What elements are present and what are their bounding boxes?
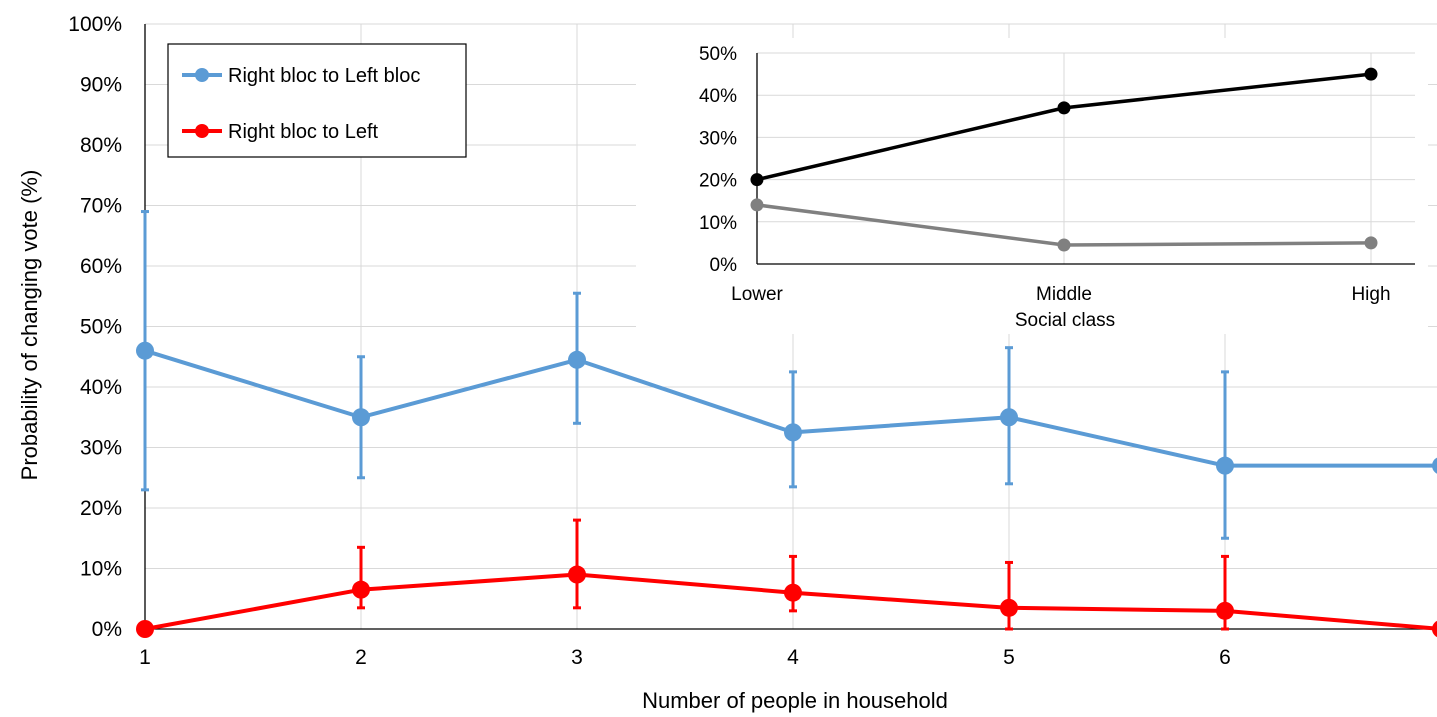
- inset-gridlines: [757, 52, 1415, 264]
- main-x-tick-label: 2: [355, 646, 367, 669]
- data-point: [568, 350, 586, 369]
- inset-x-tick-label: Middle: [1036, 284, 1092, 305]
- x-axis-title: Number of people in household: [642, 688, 948, 713]
- inset-x-tick-labels: Lower Middle High: [731, 284, 1390, 305]
- main-x-tick-label: 5: [1003, 646, 1015, 669]
- inset-y-tick-label: 40%: [699, 86, 737, 107]
- main-x-tick-label: 4: [787, 646, 799, 669]
- legend-item-2: Right bloc to Left: [182, 121, 379, 143]
- inset-x-tick-label: High: [1351, 284, 1390, 305]
- legend-swatch-marker-2: [195, 124, 209, 138]
- data-point: [568, 565, 586, 584]
- inset-data-point: [1364, 236, 1378, 250]
- series-line: [144, 572, 1437, 631]
- data-point: [784, 423, 802, 442]
- data-point: [1000, 598, 1018, 617]
- inset-y-tick-labels: 0% 10% 20% 30% 40% 50%: [699, 44, 737, 276]
- y-axis-title: Probability of changing vote (%): [17, 170, 42, 481]
- series-line: [144, 348, 1437, 468]
- inset-background: [636, 38, 1428, 334]
- inset-y-tick-label: 30%: [699, 128, 737, 149]
- legend-box: [167, 43, 467, 158]
- main-y-tick-label: 0%: [92, 618, 122, 641]
- main-y-tick-labels: 0% 10% 20% 30% 40% 50% 60% 70% 80% 90% 100%: [68, 13, 122, 641]
- inset-data-point: [750, 198, 764, 212]
- series-1: [136, 210, 1437, 540]
- main-y-tick-label: 50%: [80, 316, 122, 339]
- data-point: [1432, 620, 1437, 638]
- series-2: [136, 518, 1437, 638]
- data-point: [1432, 457, 1437, 474]
- main-series-layer: [136, 210, 1437, 638]
- inset-y-tick-label: 10%: [699, 213, 737, 234]
- inset-chart: 0% 10% 20% 30% 40% 50% Lower Middle High Social…: [636, 38, 1428, 334]
- main-y-tick-label: 60%: [80, 255, 122, 278]
- main-x-tick-label: 1: [139, 646, 151, 669]
- inset-series-1: [750, 67, 1378, 187]
- main-x-tick-label: 3: [571, 646, 583, 669]
- data-point: [136, 620, 154, 638]
- inset-data-point: [1057, 101, 1071, 115]
- main-y-tick-label: 70%: [80, 195, 122, 218]
- legend-swatch-marker-1: [195, 68, 209, 82]
- main-y-tick-label: 40%: [80, 376, 122, 399]
- inset-axes: [756, 53, 1415, 265]
- main-y-tick-label: 10%: [80, 558, 122, 581]
- inset-y-tick-label: 50%: [699, 44, 737, 65]
- data-point: [1216, 456, 1234, 475]
- data-point: [1216, 601, 1234, 620]
- inset-data-point: [750, 173, 764, 187]
- inset-series-2: [750, 198, 1378, 252]
- inset-x-axis-title: Social class: [1015, 310, 1115, 331]
- legend-label-1: Right bloc to Left bloc: [228, 65, 420, 87]
- main-y-tick-label: 30%: [80, 437, 122, 460]
- data-point: [136, 341, 154, 360]
- main-y-tick-label: 80%: [80, 134, 122, 157]
- data-point: [784, 583, 802, 602]
- data-point: [352, 408, 370, 427]
- inset-y-tick-label: 0%: [710, 255, 738, 276]
- main-x-tick-labels: 1 2 3 4 5 6: [139, 646, 1231, 669]
- main-x-tick-label: 6: [1219, 646, 1231, 669]
- legend-item-1: Right bloc to Left bloc: [182, 65, 420, 87]
- main-y-tick-label: 90%: [80, 74, 122, 97]
- data-point: [352, 580, 370, 599]
- legend-label-2: Right bloc to Left: [228, 121, 379, 143]
- inset-data-point: [1364, 67, 1378, 81]
- inset-series-layer: [750, 67, 1378, 252]
- inset-x-tick-label: Lower: [731, 284, 783, 305]
- inset-data-point: [1057, 238, 1071, 252]
- main-y-tick-label: 20%: [80, 497, 122, 520]
- inset-y-tick-label: 20%: [699, 171, 737, 192]
- main-y-tick-label: 100%: [68, 13, 122, 36]
- legend: Right bloc to Left bloc Right bloc to Le…: [167, 43, 467, 158]
- data-point: [1000, 408, 1018, 427]
